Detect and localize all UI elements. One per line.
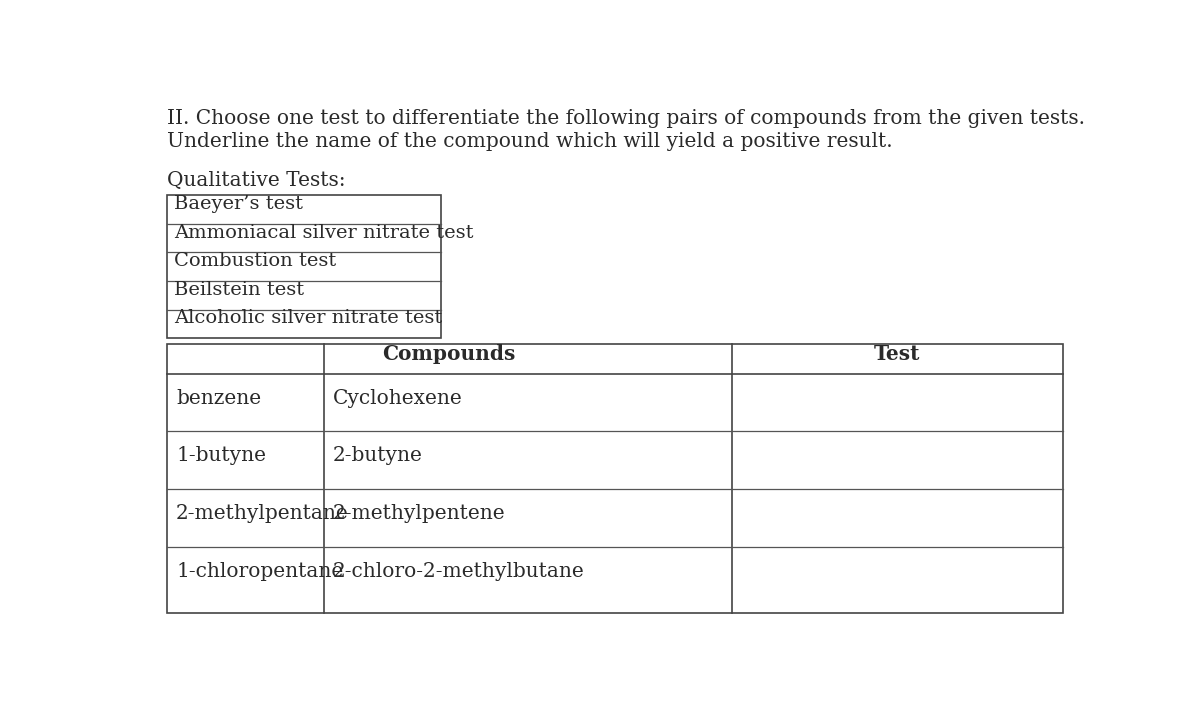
Text: Baeyer’s test: Baeyer’s test (174, 195, 304, 213)
Text: Combustion test: Combustion test (174, 252, 336, 270)
Text: 1-chloropentane: 1-chloropentane (176, 562, 343, 580)
Text: Beilstein test: Beilstein test (174, 281, 305, 299)
Text: Alcoholic silver nitrate test: Alcoholic silver nitrate test (174, 309, 443, 327)
Text: Qualitative Tests:: Qualitative Tests: (167, 170, 346, 190)
Text: 1-butyne: 1-butyne (176, 446, 266, 466)
Text: benzene: benzene (176, 389, 262, 408)
Text: Ammoniacal silver nitrate test: Ammoniacal silver nitrate test (174, 224, 474, 242)
Text: 2-methylpentane: 2-methylpentane (176, 504, 349, 523)
FancyBboxPatch shape (167, 344, 1063, 612)
Text: II. Choose one test to differentiate the following pairs of compounds from the g: II. Choose one test to differentiate the… (167, 108, 1085, 128)
Text: Test: Test (875, 344, 920, 364)
Text: Underline the name of the compound which will yield a positive result.: Underline the name of the compound which… (167, 132, 893, 151)
Text: 2-butyne: 2-butyne (332, 446, 422, 466)
Text: Cyclohexene: Cyclohexene (332, 389, 463, 408)
Text: 2-methylpentene: 2-methylpentene (332, 504, 505, 523)
Text: Compounds: Compounds (383, 344, 516, 364)
FancyBboxPatch shape (167, 195, 442, 338)
Text: 2-chloro-2-methylbutane: 2-chloro-2-methylbutane (332, 562, 584, 580)
